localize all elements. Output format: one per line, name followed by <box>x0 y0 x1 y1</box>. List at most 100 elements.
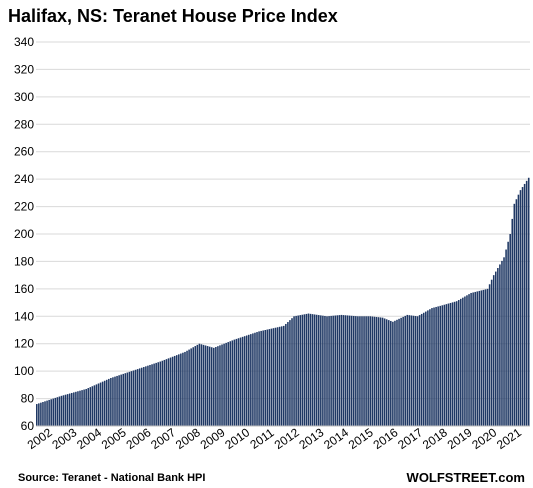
bar <box>178 354 180 426</box>
bar <box>250 334 252 426</box>
bar <box>303 314 306 426</box>
bar <box>64 394 67 426</box>
bar <box>422 312 425 426</box>
bar <box>132 370 135 426</box>
bar <box>414 316 417 426</box>
bar <box>175 355 178 426</box>
bar <box>153 363 155 426</box>
bar <box>243 336 246 426</box>
bar <box>245 335 248 426</box>
bar <box>134 369 137 426</box>
bar <box>412 315 415 426</box>
bar <box>54 397 57 426</box>
x-tick-label: 2018 <box>420 425 450 452</box>
bar <box>301 314 304 426</box>
bar <box>60 395 63 426</box>
x-tick-label: 2007 <box>148 425 178 452</box>
bar <box>451 302 454 426</box>
bar <box>449 302 452 426</box>
bar <box>359 316 361 426</box>
bar <box>357 316 359 426</box>
bar <box>136 369 139 426</box>
bar <box>429 309 431 426</box>
bar <box>52 398 55 426</box>
bar <box>492 275 495 426</box>
bar <box>213 347 215 426</box>
bar <box>297 315 299 426</box>
bar <box>99 382 102 426</box>
bar <box>317 315 320 426</box>
bar <box>116 375 118 426</box>
bar <box>521 187 524 426</box>
bar <box>77 391 79 426</box>
bar <box>466 295 468 426</box>
bar <box>58 396 61 426</box>
bar <box>128 371 131 426</box>
bar <box>235 338 238 426</box>
bar <box>437 306 439 426</box>
y-tick-label: 60 <box>21 419 35 433</box>
bar <box>400 317 402 426</box>
bar <box>445 304 448 426</box>
bar <box>443 304 446 426</box>
bar <box>398 318 400 426</box>
y-tick-label: 300 <box>14 90 34 104</box>
bar <box>206 346 209 426</box>
bar <box>439 305 441 426</box>
bar <box>495 271 497 426</box>
bar <box>266 329 269 426</box>
bar <box>223 343 225 426</box>
bar <box>383 318 386 426</box>
bar <box>274 327 277 426</box>
bar <box>460 298 462 426</box>
bar <box>229 341 232 426</box>
bar <box>124 373 127 426</box>
bar <box>62 395 65 426</box>
bar <box>231 340 234 426</box>
bar <box>196 344 199 426</box>
bar <box>315 314 318 426</box>
bar <box>155 362 157 426</box>
bar <box>361 316 363 426</box>
bar <box>527 177 530 426</box>
bar <box>334 315 337 426</box>
y-tick-label: 100 <box>14 364 34 378</box>
bar <box>110 378 112 426</box>
x-tick-label: 2019 <box>445 425 475 452</box>
bar <box>208 346 211 426</box>
x-tick-label: 2020 <box>469 425 499 452</box>
bar <box>352 315 355 426</box>
chart-title: Halifax, NS: Teranet House Price Index <box>8 6 338 26</box>
bar <box>167 358 170 426</box>
bar <box>287 322 289 426</box>
bar <box>295 315 297 426</box>
bar <box>233 339 236 426</box>
bar <box>169 357 172 426</box>
x-tick-label: 2021 <box>494 425 524 452</box>
bar <box>482 289 485 426</box>
bar <box>346 315 349 426</box>
bar <box>324 315 326 426</box>
bar <box>394 320 396 426</box>
bar <box>225 342 227 426</box>
bar <box>145 366 147 426</box>
x-tick-label: 2014 <box>321 425 351 452</box>
bar <box>418 315 421 426</box>
bar <box>89 387 92 426</box>
bar <box>105 379 108 426</box>
bar <box>101 381 104 426</box>
bar <box>517 194 520 426</box>
bar <box>210 347 213 426</box>
bar <box>523 183 526 426</box>
x-tick-label: 2003 <box>49 425 79 452</box>
bar <box>237 338 240 426</box>
x-axis-ticks: 2002200320042005200620072008200920102011… <box>25 425 524 452</box>
bar <box>447 303 450 426</box>
bar <box>340 314 343 426</box>
bar <box>163 359 166 426</box>
bar <box>140 367 143 426</box>
y-tick-label: 200 <box>14 227 34 241</box>
bar <box>138 368 141 426</box>
bar <box>278 326 281 426</box>
bar <box>387 320 390 426</box>
